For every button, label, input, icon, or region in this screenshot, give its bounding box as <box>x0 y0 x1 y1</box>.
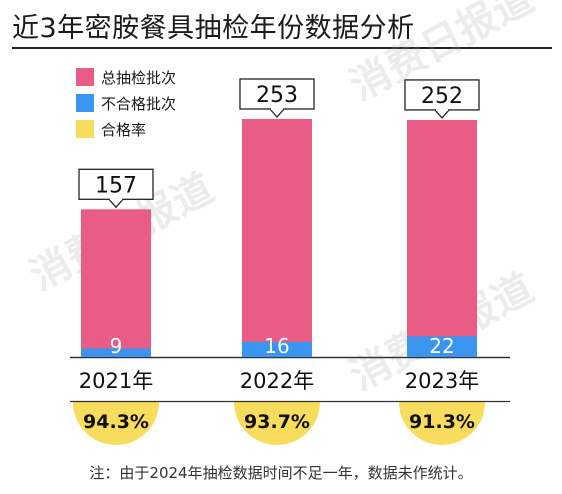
legend: 总抽检批次 不合格批次 合格率 <box>76 64 176 142</box>
total-value-label: 157 <box>95 173 137 198</box>
unqualified-value-label: 16 <box>264 334 289 358</box>
unqualified-value-label: 9 <box>110 334 123 358</box>
bar-total <box>242 119 312 357</box>
total-callout-pointer <box>434 109 450 119</box>
pass-rate-disc <box>234 402 320 445</box>
legend-swatch-total <box>76 68 94 86</box>
total-callout-pointer <box>269 108 285 118</box>
bar-total <box>407 119 477 358</box>
title-underline <box>12 47 552 49</box>
x-tick-label: 2022年 <box>240 369 314 393</box>
unqualified-value-label: 22 <box>429 334 454 358</box>
pass-rate-disc <box>73 402 159 445</box>
bar-total <box>81 209 151 357</box>
legend-label-unqualified: 不合格批次 <box>101 94 177 113</box>
bar-unqualified <box>242 341 312 357</box>
legend-item-total: 总抽检批次 <box>76 64 176 90</box>
legend-swatch-rate <box>76 120 94 138</box>
pass-rate-label: 91.3% <box>409 411 475 433</box>
bar-unqualified <box>407 336 477 357</box>
pass-rate-disc <box>399 402 485 445</box>
legend-item-rate: 合格率 <box>76 116 176 142</box>
total-value-label: 252 <box>421 84 463 109</box>
pass-rate-label: 94.3% <box>83 411 149 433</box>
total-callout-pointer <box>108 198 124 209</box>
legend-item-unqualified: 不合格批次 <box>76 90 176 116</box>
legend-swatch-unqualified <box>76 94 94 112</box>
total-callout-box <box>404 79 480 111</box>
bar-unqualified <box>81 348 151 357</box>
footnote: 注：由于2024年抽检数据时间不足一年，数据未作统计。 <box>89 464 473 482</box>
pass-rate-label: 93.7% <box>244 411 310 433</box>
total-value-label: 253 <box>256 83 298 108</box>
legend-label-rate: 合格率 <box>101 120 147 139</box>
x-tick-label: 2021年 <box>79 369 153 393</box>
chart-title: 近3年密胺餐具抽检年份数据分析 <box>12 13 415 44</box>
legend-label-total: 总抽检批次 <box>101 68 177 87</box>
x-tick-label: 2023年 <box>405 369 479 393</box>
